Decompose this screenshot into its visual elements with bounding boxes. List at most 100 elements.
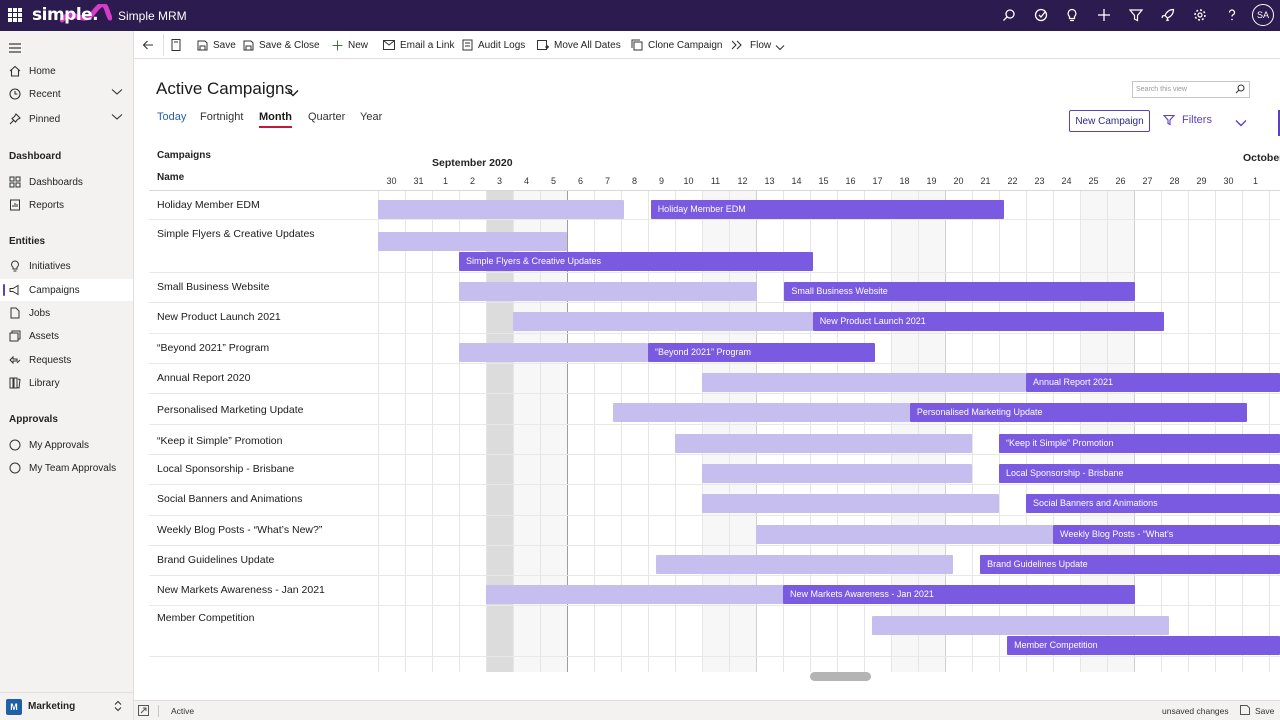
- nav-pinned[interactable]: Pinned: [0, 108, 133, 130]
- save-button[interactable]: Save: [197, 37, 236, 53]
- campaign-bar[interactable]: Holiday Member EDM: [650, 200, 1005, 219]
- avatar[interactable]: SA: [1252, 4, 1274, 26]
- nav-campaigns[interactable]: Campaigns: [0, 279, 133, 301]
- chevron-down-icon[interactable]: [111, 113, 123, 124]
- search-input[interactable]: Search this view: [1132, 81, 1250, 98]
- campaign-name[interactable]: Local Sponsorship - Brisbane: [157, 463, 295, 475]
- nav-requests[interactable]: Requests: [0, 349, 133, 371]
- target-icon[interactable]: [1032, 6, 1050, 24]
- campaign-bar[interactable]: New Markets Awareness - Jan 2021: [783, 585, 1136, 604]
- campaign-range-bar[interactable]: [702, 494, 999, 513]
- campaign-name[interactable]: Annual Report 2020: [157, 372, 251, 384]
- campaign-bar[interactable]: New Product Launch 2021: [812, 312, 1164, 331]
- brand-logo[interactable]: simple.: [32, 5, 99, 25]
- new-campaign-button[interactable]: New Campaign: [1069, 110, 1150, 132]
- rocket-icon[interactable]: [1159, 6, 1177, 24]
- search-icon[interactable]: [1235, 84, 1245, 100]
- campaign-range-bar[interactable]: [756, 525, 1053, 544]
- save-close-button[interactable]: Save & Close: [243, 37, 320, 53]
- campaign-bar[interactable]: Weekly Blog Posts - “What’s: [1053, 525, 1280, 544]
- app-name[interactable]: Simple MRM: [118, 9, 187, 23]
- campaign-name[interactable]: “Keep it Simple” Promotion: [157, 435, 283, 447]
- campaign-range-bar[interactable]: [612, 403, 910, 422]
- campaign-range-bar[interactable]: [378, 200, 624, 219]
- horizontal-scrollbar[interactable]: [810, 672, 871, 681]
- move-all-dates-button[interactable]: Move All Dates: [537, 37, 621, 53]
- campaign-range-bar[interactable]: [702, 373, 1026, 392]
- nav-recent[interactable]: Recent: [0, 83, 133, 105]
- campaign-range-bar[interactable]: [702, 464, 972, 483]
- nav-home[interactable]: Home: [0, 60, 133, 82]
- nav-initiatives[interactable]: Initiatives: [0, 255, 133, 277]
- save-icon[interactable]: [1240, 705, 1250, 717]
- tab-fortnight[interactable]: Fortnight: [200, 111, 244, 123]
- campaign-bar[interactable]: Simple Flyers & Creative Updates: [459, 252, 813, 271]
- campaign-bar[interactable]: Local Sponsorship - Brisbane: [999, 464, 1280, 483]
- campaign-name[interactable]: Weekly Blog Posts - “What’s New?”: [157, 524, 323, 536]
- campaign-range-bar[interactable]: [656, 555, 954, 574]
- nav-library[interactable]: Library: [0, 372, 133, 394]
- campaign-range-bar[interactable]: [872, 616, 1170, 635]
- nav-dashboards[interactable]: Dashboards: [0, 171, 133, 193]
- campaign-bar[interactable]: Annual Report 2021: [1026, 373, 1280, 392]
- hamburger-icon[interactable]: [9, 42, 21, 56]
- lightbulb-icon[interactable]: [1063, 6, 1081, 24]
- campaign-range-bar[interactable]: [486, 585, 783, 604]
- campaign-name[interactable]: New Product Launch 2021: [157, 311, 281, 323]
- view-selector-chevron-icon[interactable]: [287, 86, 299, 100]
- view-title[interactable]: Active Campaigns: [156, 79, 294, 98]
- campaign-range-bar[interactable]: [675, 434, 972, 453]
- tab-quarter[interactable]: Quarter: [308, 111, 346, 123]
- nav-reports[interactable]: Reports: [0, 194, 133, 216]
- plus-icon[interactable]: [1095, 6, 1113, 24]
- campaign-name[interactable]: Brand Guidelines Update: [157, 554, 275, 566]
- campaign-bar[interactable]: “Beyond 2021” Program: [648, 343, 875, 362]
- campaign-name[interactable]: Personalised Marketing Update: [157, 404, 304, 416]
- open-window-icon[interactable]: [138, 705, 149, 718]
- campaign-name[interactable]: Member Competition: [157, 612, 255, 624]
- campaign-range-bar[interactable]: [459, 343, 648, 362]
- campaign-bar[interactable]: Personalised Marketing Update: [909, 403, 1248, 422]
- audit-logs-button[interactable]: Audit Logs: [462, 37, 525, 53]
- campaign-bar[interactable]: Social Banners and Animations: [1026, 494, 1280, 513]
- nav-my-approvals[interactable]: My Approvals: [0, 434, 133, 456]
- search-icon[interactable]: [1000, 6, 1018, 24]
- campaign-name[interactable]: Holiday Member EDM: [157, 199, 260, 211]
- left-navigation: Home Recent Pinned Dashboard Dashboards …: [0, 31, 134, 720]
- gear-icon[interactable]: [1191, 6, 1209, 24]
- campaign-name[interactable]: Simple Flyers & Creative Updates: [157, 228, 315, 240]
- record-button[interactable]: [171, 37, 186, 53]
- help-icon[interactable]: [1223, 6, 1241, 24]
- chevron-down-icon[interactable]: [111, 88, 123, 99]
- tab-year[interactable]: Year: [360, 111, 383, 123]
- campaign-name[interactable]: Social Banners and Animations: [157, 493, 303, 505]
- campaign-name[interactable]: “Beyond 2021” Program: [157, 342, 270, 354]
- status-save-button[interactable]: Save: [1255, 706, 1275, 716]
- campaign-range-bar[interactable]: [378, 232, 567, 251]
- tab-today[interactable]: Today: [157, 111, 187, 123]
- campaign-bar[interactable]: Member Competition: [1007, 636, 1280, 655]
- day-gridline: [540, 190, 541, 672]
- flow-button[interactable]: Flow: [731, 37, 771, 53]
- app-launcher-icon[interactable]: [8, 8, 22, 22]
- back-button[interactable]: [142, 37, 159, 53]
- campaign-bar[interactable]: “Keep it Simple” Promotion: [999, 434, 1280, 453]
- nav-my-team-approvals[interactable]: My Team Approvals: [0, 457, 133, 479]
- filters-button[interactable]: Filters: [1163, 114, 1212, 126]
- campaign-bar[interactable]: Small Business Website: [784, 282, 1136, 301]
- chevron-down-icon[interactable]: [1235, 116, 1247, 130]
- campaign-range-bar[interactable]: [513, 312, 813, 331]
- new-button[interactable]: New: [332, 37, 368, 53]
- filter-icon[interactable]: [1127, 6, 1145, 24]
- campaign-range-bar[interactable]: [459, 282, 758, 301]
- area-switcher[interactable]: M Marketing: [0, 692, 133, 720]
- nav-assets[interactable]: Assets: [0, 325, 133, 347]
- clone-campaign-button[interactable]: Clone Campaign: [631, 37, 723, 53]
- campaign-bar[interactable]: Brand Guidelines Update: [980, 555, 1280, 574]
- flow-chevron-down-icon[interactable]: [775, 39, 790, 55]
- email-link-button[interactable]: Email a Link: [383, 37, 454, 53]
- tab-month[interactable]: Month: [259, 111, 292, 128]
- campaign-name[interactable]: Small Business Website: [157, 281, 270, 293]
- campaign-name[interactable]: New Markets Awareness - Jan 2021: [157, 584, 325, 596]
- nav-jobs[interactable]: Jobs: [0, 302, 133, 324]
